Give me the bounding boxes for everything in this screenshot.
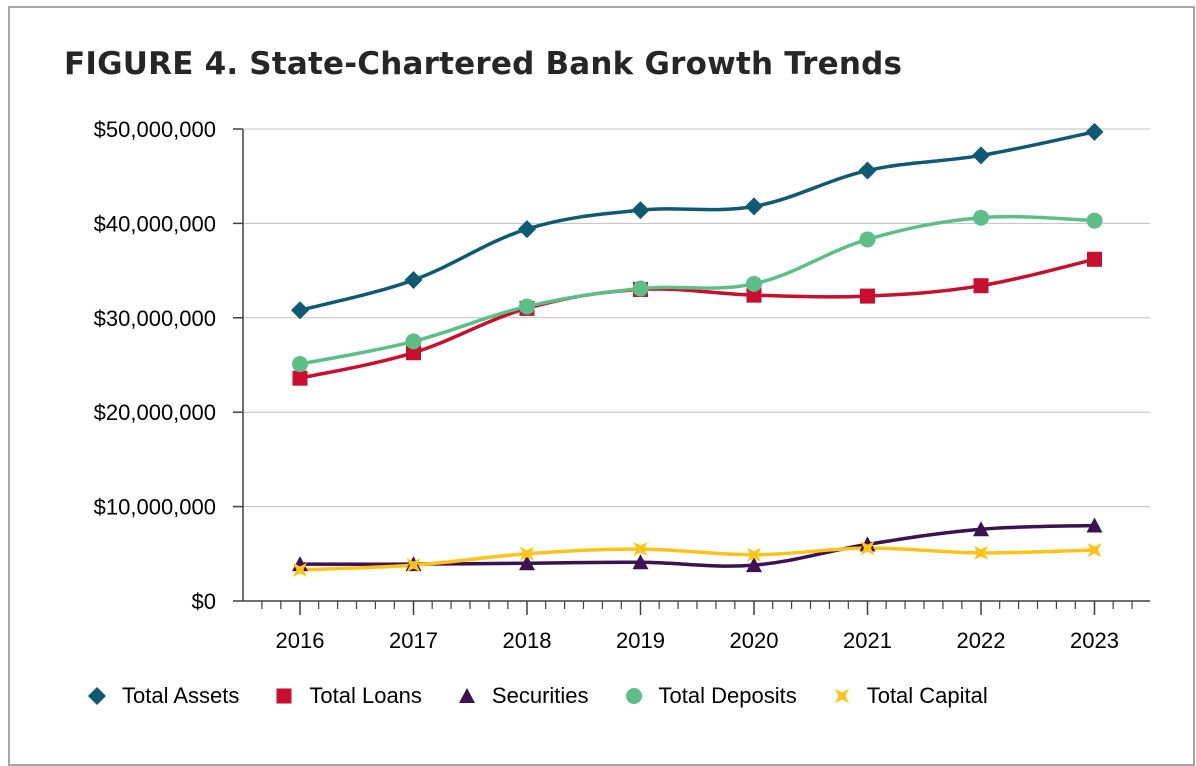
series-line-total-capital <box>298 546 1097 572</box>
x-tick-label: 2017 <box>389 628 438 653</box>
legend-marker-shape <box>625 688 642 704</box>
y-tick-label: $50,000,000 <box>94 117 216 142</box>
point-total-loans <box>1087 251 1102 267</box>
square-icon <box>276 688 292 704</box>
point-total-capital <box>633 542 648 557</box>
point-total-loans <box>292 370 308 386</box>
point-securities <box>1086 517 1103 533</box>
y-tick-label: $30,000,000 <box>94 306 216 331</box>
point-total-loans <box>973 278 989 294</box>
point-total-deposits <box>292 356 308 373</box>
series-line-total-loans <box>298 257 1097 380</box>
legend-label: Total Capital <box>866 683 988 708</box>
legend-label: Total Assets <box>122 683 240 708</box>
chart-frame <box>8 6 1195 766</box>
point-total-deposits <box>632 280 649 297</box>
point-securities <box>519 555 535 571</box>
line-chart: $0 $10,000,000 $20,000,000 $30,000,000 $40,0… <box>94 117 1150 653</box>
x-tick-label: 2020 <box>730 628 779 653</box>
legend-marker-shape <box>276 688 292 704</box>
series-line-total-assets <box>298 130 1097 312</box>
x-tick-label: 2022 <box>957 628 1006 653</box>
y-tick-label: $20,000,000 <box>94 400 216 425</box>
legend-item-total-capital: Total Capital <box>829 683 988 709</box>
point-total-capital <box>1087 542 1102 558</box>
point-total-assets <box>631 201 650 220</box>
legend-item-total-loans: Total Loans <box>271 683 422 709</box>
x-tick-label: 2019 <box>616 628 665 653</box>
point-total-capital <box>860 541 875 556</box>
point-total-assets <box>745 197 763 216</box>
legend-label: Total Deposits <box>658 683 797 708</box>
y-tick-label: $0 <box>192 589 216 614</box>
series-line-total-deposits <box>298 214 1097 366</box>
x-tick-label: 2023 <box>1070 628 1119 653</box>
legend-item-total-deposits: Total Deposits <box>621 683 797 709</box>
y-tick-label: $40,000,000 <box>94 211 216 236</box>
point-total-loans <box>406 345 421 361</box>
legend-label: Securities <box>491 683 589 708</box>
point-total-assets <box>518 220 536 239</box>
point-total-assets <box>404 271 423 290</box>
diamond-icon <box>88 687 106 705</box>
point-securities <box>859 536 876 552</box>
point-total-loans <box>746 287 762 303</box>
legend-marker-shape <box>834 688 849 704</box>
point-securities <box>632 554 649 570</box>
point-total-assets <box>858 161 877 180</box>
point-total-assets <box>1085 122 1104 141</box>
triangle-icon <box>458 688 475 703</box>
x-tick-label: 2018 <box>503 628 552 653</box>
chart-legend: Total Assets Total Loans Securities Total D… <box>84 680 988 712</box>
point-securities <box>973 521 989 537</box>
point-total-deposits <box>1086 212 1103 229</box>
point-total-assets <box>291 301 309 320</box>
point-total-capital <box>519 546 535 561</box>
legend-marker-shape <box>458 688 475 703</box>
legend-item-securities: Securities <box>454 683 589 709</box>
star-icon <box>834 688 849 704</box>
legend-item-total-assets: Total Assets <box>84 683 239 709</box>
point-total-capital <box>746 547 762 562</box>
legend-marker-shape <box>88 687 106 705</box>
point-total-deposits <box>746 275 762 292</box>
point-securities <box>746 557 762 573</box>
x-tick-label: 2016 <box>276 628 325 653</box>
point-total-deposits <box>519 298 535 315</box>
x-tick-label: 2021 <box>843 628 892 653</box>
legend-label: Total Loans <box>309 683 422 708</box>
circle-icon <box>625 688 642 704</box>
y-tick-label: $10,000,000 <box>94 495 216 520</box>
chart-title: FIGURE 4. State-Chartered Bank Growth Tr… <box>64 46 903 82</box>
point-total-capital <box>973 545 989 560</box>
point-total-deposits <box>405 333 422 350</box>
point-total-assets <box>972 146 990 165</box>
point-total-capital <box>406 558 421 573</box>
point-total-deposits <box>859 231 876 248</box>
point-total-loans <box>860 288 875 304</box>
point-total-deposits <box>973 209 989 226</box>
point-total-capital <box>292 562 308 577</box>
